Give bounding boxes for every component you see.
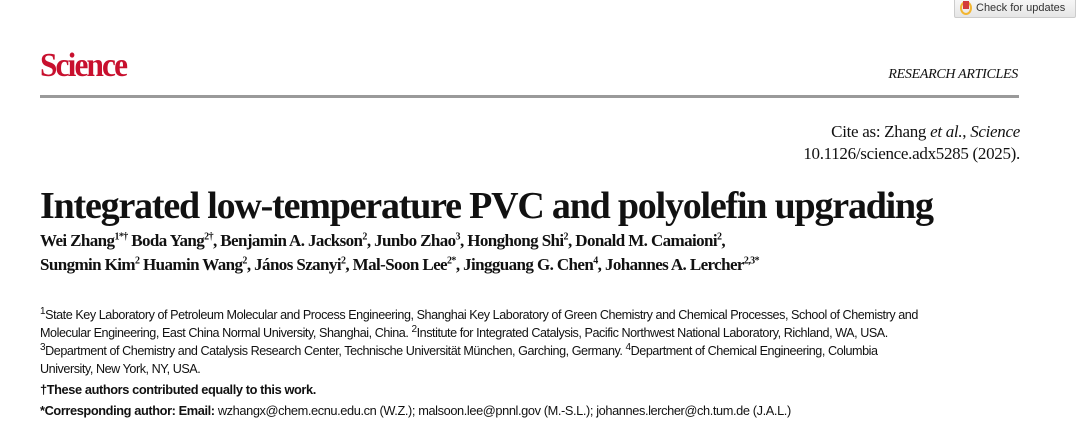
corresponding-emails[interactable]: wzhangx@chem.ecnu.edu.cn (W.Z.); malsoon… — [214, 403, 791, 418]
section-label: RESEARCH ARTICLES — [888, 67, 1018, 82]
author: Donald M. Camaioni — [575, 231, 718, 250]
author: Jingguang G. Chen — [463, 255, 594, 274]
author: Junbo Zhao — [374, 231, 456, 250]
science-logo: Science — [40, 47, 128, 84]
aff-sup: 4 — [625, 341, 632, 353]
author-affiliation-sup: 2 — [340, 255, 346, 267]
aff-sup: 1 — [40, 305, 46, 317]
author-affiliation-sup: 2 — [717, 231, 722, 243]
author-affiliation-sup: 2* — [447, 255, 456, 267]
author-affiliation-sup: 2 — [242, 255, 247, 267]
author-affiliation-sup: 2† — [204, 231, 213, 243]
author: Wei Zhang — [40, 231, 115, 250]
author-list: Wei Zhang1*† Boda Yang2†, Benjamin A. Ja… — [40, 231, 760, 274]
corresponding-label: *Corresponding author: Email: — [40, 403, 215, 418]
aff-sup: 3 — [40, 341, 46, 353]
affiliations: 1State Key Laboratory of Petroleum Molec… — [40, 306, 918, 378]
equal-contribution-note: †These authors contributed equally to th… — [40, 382, 316, 397]
aff-sup: 2 — [411, 323, 417, 335]
cite-sep: , — [962, 122, 971, 141]
header-rule — [40, 95, 1019, 98]
affiliation-4-cont: University, New York, NY, USA. — [40, 362, 201, 376]
affiliation-1-cont: Molecular Engineering, East China Normal… — [40, 326, 412, 340]
affiliation-3: Department of Chemistry and Catalysis Re… — [45, 344, 626, 358]
author: Sungmin Kim — [40, 255, 136, 274]
check-for-updates-label: Check for updates — [976, 2, 1066, 14]
check-for-updates-button[interactable]: Check for updates — [954, 0, 1076, 18]
article-title: Integrated low-temperature PVC and polyo… — [40, 185, 934, 227]
author: Johannes A. Lercher — [604, 255, 745, 274]
corresponding-author: *Corresponding author: Email: wzhangx@ch… — [40, 403, 791, 419]
cite-journal: Science — [970, 122, 1020, 141]
author: Benjamin A. Jackson — [220, 231, 363, 250]
author-affiliation-sup: 2 — [362, 231, 367, 243]
author-affiliation-sup: 1*† — [114, 231, 128, 243]
affiliation-2: Institute for Integrated Catalysis, Paci… — [416, 326, 889, 340]
affiliation-1: State Key Laboratory of Petroleum Molecu… — [45, 308, 918, 322]
author-affiliation-sup: 2,3* — [743, 255, 760, 267]
author-affiliation-sup: 2 — [563, 231, 569, 243]
cite-doi: 10.1126/science.adx5285 (2025). — [803, 144, 1020, 163]
author: Huamin Wang — [143, 255, 243, 274]
author: Honghong Shi — [467, 231, 564, 250]
author-affiliation-sup: 2 — [134, 255, 140, 267]
crossmark-icon — [960, 1, 972, 15]
author-affiliation-sup: 4 — [593, 255, 598, 267]
author: János Szanyi — [254, 255, 341, 274]
citation: Cite as: Zhang et al., Science 10.1126/s… — [803, 121, 1020, 165]
author-affiliation-sup: 3 — [455, 231, 461, 243]
author: Boda Yang — [131, 231, 205, 250]
author: Mal-Soon Lee — [352, 255, 448, 274]
cite-etal: et al. — [930, 122, 963, 141]
affiliation-4: Department of Chemical Engineering, Colu… — [630, 344, 878, 358]
cite-prefix: Cite as: Zhang — [831, 122, 931, 141]
